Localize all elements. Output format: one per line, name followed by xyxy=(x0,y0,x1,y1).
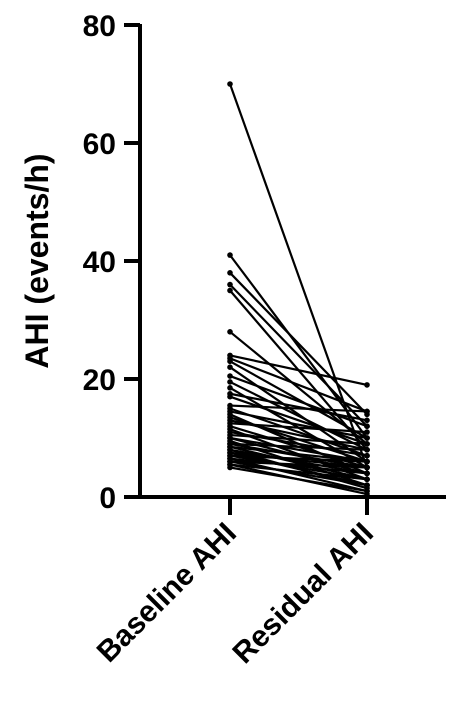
pair-line xyxy=(229,454,368,463)
pair-line xyxy=(229,460,368,469)
baseline-point xyxy=(227,385,233,391)
baseline-point xyxy=(227,464,233,471)
pair-line xyxy=(229,375,368,428)
residual-point xyxy=(364,482,370,489)
baseline-point xyxy=(227,287,233,294)
residual-point xyxy=(364,488,370,494)
baseline-point xyxy=(227,373,233,379)
baseline-point xyxy=(227,379,233,385)
residual-point xyxy=(364,382,370,388)
pair-line xyxy=(229,460,368,487)
residual-point xyxy=(364,470,370,477)
pair-line xyxy=(229,445,368,481)
subject-pair-43 xyxy=(227,458,370,471)
pair-line xyxy=(229,451,368,487)
subject-pair-11 xyxy=(227,373,370,430)
pair-line xyxy=(229,357,368,413)
pair-line xyxy=(229,451,368,469)
pair-line xyxy=(229,448,368,475)
baseline-point xyxy=(227,281,233,288)
pair-line xyxy=(229,463,368,481)
pair-line xyxy=(229,442,368,469)
category-label-2: Residual AHI xyxy=(227,517,380,670)
pair-line xyxy=(229,436,368,463)
residual-point xyxy=(364,435,370,441)
pair-line xyxy=(229,395,368,445)
residual-point xyxy=(364,447,370,453)
residual-point xyxy=(364,452,370,459)
baseline-point xyxy=(227,364,233,371)
residual-point xyxy=(364,476,370,483)
baseline-point xyxy=(227,270,233,276)
axes xyxy=(124,23,446,515)
baseline-point xyxy=(227,358,233,365)
y-tick-label-0: 0 xyxy=(99,482,116,515)
pair-line xyxy=(229,466,368,493)
baseline-point xyxy=(227,81,233,87)
pair-line xyxy=(229,283,368,427)
baseline-point xyxy=(227,393,233,400)
residual-point xyxy=(364,423,370,430)
y-tick-label-40: 40 xyxy=(83,246,116,279)
y-axis-title: AHI (events/h) xyxy=(19,153,55,368)
pair-line xyxy=(229,380,368,451)
pair-line xyxy=(229,457,368,475)
y-tick-label-80: 80 xyxy=(83,10,116,43)
paired-lines xyxy=(227,81,370,497)
category-label-1: Baseline AHI xyxy=(91,517,243,669)
pair-line xyxy=(229,254,368,439)
pair-line xyxy=(229,410,368,440)
residual-point xyxy=(364,408,370,415)
pair-line xyxy=(229,272,368,416)
residual-point xyxy=(364,429,370,435)
residual-point xyxy=(364,417,370,424)
pair-line xyxy=(229,354,368,386)
baseline-point xyxy=(227,252,233,258)
pair-line xyxy=(229,445,368,463)
pair-line xyxy=(229,442,368,451)
pair-line xyxy=(229,422,368,434)
pair-line xyxy=(229,454,368,481)
residual-point xyxy=(364,441,370,447)
pair-line xyxy=(229,433,368,445)
pair-line xyxy=(229,404,368,413)
y-tick-label-20: 20 xyxy=(83,364,116,397)
baseline-point xyxy=(227,329,233,335)
pair-line xyxy=(229,457,368,493)
pair-line xyxy=(229,392,368,422)
y-tick-label-60: 60 xyxy=(83,128,116,161)
subject-pair-46 xyxy=(227,464,370,494)
subject-pair-3 xyxy=(227,270,370,418)
residual-point xyxy=(364,458,370,465)
pair-line xyxy=(229,360,368,439)
residual-point xyxy=(364,464,370,471)
